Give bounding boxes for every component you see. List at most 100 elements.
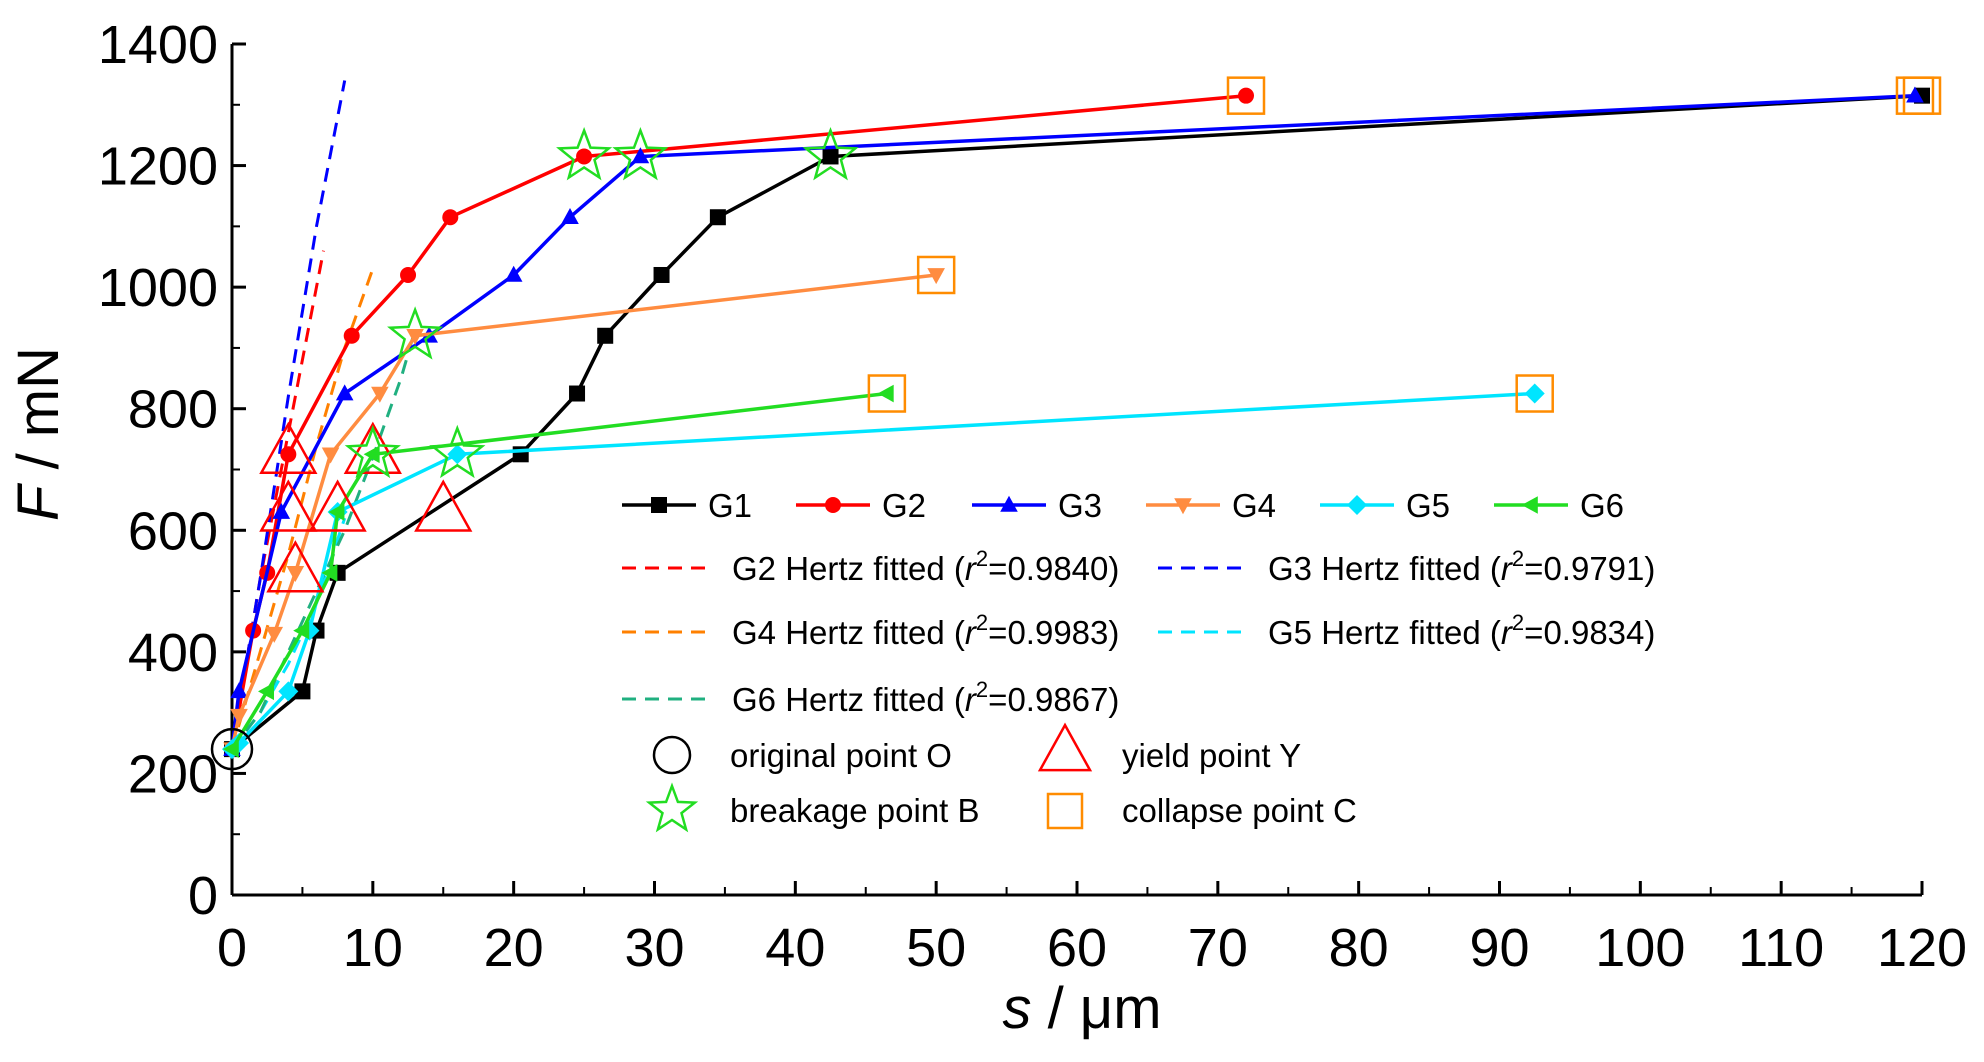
legend-yield-marker: [1037, 722, 1093, 772]
axis-titles: F / mN s / μm: [6, 347, 1162, 1041]
data-point-g1: [709, 209, 726, 226]
fit-equals: =: [988, 681, 1007, 718]
x-tick-label: 100: [1595, 918, 1685, 978]
legend-original-label: original point O: [730, 737, 952, 774]
legend-yield-label: yield point Y: [1122, 737, 1301, 774]
legend-marker-g2: [825, 497, 841, 513]
breakage-point-marker: [802, 126, 859, 181]
x-axis-title: s / μm: [1002, 976, 1161, 1041]
y-tick-label: 1400: [98, 15, 218, 75]
legend-label-g2: G2: [882, 487, 926, 524]
breakage-point-marker: [429, 424, 486, 479]
fit-close: ): [1644, 614, 1655, 651]
x-tick-label: 120: [1877, 918, 1967, 978]
data-point-g3: [272, 502, 291, 519]
fit-r-exponent: 2: [1512, 610, 1524, 635]
fit-close: ): [1644, 550, 1655, 587]
fit-name: G6 Hertz fitted: [732, 681, 945, 718]
legend-collapse-label: collapse point C: [1122, 792, 1357, 829]
fit-r-symbol: r: [965, 550, 978, 587]
x-tick-label: 0: [217, 918, 247, 978]
data-point-g1: [822, 148, 839, 165]
axes: 0 10 20 30 40 50 60 70 80 90 100 110 120020040060080…: [98, 15, 1967, 978]
fit-r2-value: 0.9983: [1007, 614, 1108, 651]
data-point-g3: [631, 147, 650, 164]
x-tick-label: 80: [1329, 918, 1389, 978]
yield-point-marker: [266, 540, 325, 593]
fit-r-symbol: r: [1501, 614, 1514, 651]
data-point-g2: [400, 266, 417, 283]
legend-marker-g5: [1347, 495, 1367, 515]
data-point-g4: [406, 328, 424, 345]
fit-name: G2 Hertz fitted: [732, 550, 945, 587]
fit-open: (: [1481, 614, 1501, 651]
data-point-g3: [1906, 86, 1924, 103]
legend-marker-g6: [1521, 496, 1538, 514]
fit-name: G3 Hertz fitted: [1268, 550, 1481, 587]
data-series: [222, 86, 1930, 760]
fit-open: (: [945, 614, 965, 651]
legend-label-g4: G4: [1232, 487, 1276, 524]
breakage-point-marker: [344, 424, 401, 479]
fit-name: G5 Hertz fitted: [1268, 614, 1481, 651]
collapse-point-marker: [1515, 374, 1554, 413]
data-point-g2: [343, 327, 360, 344]
fit-open: (: [945, 550, 965, 587]
collapse-point-marker: [916, 255, 956, 295]
breakage-point-marker: [387, 306, 444, 360]
data-point-g1: [597, 327, 614, 344]
fit-close: ): [1108, 550, 1119, 587]
data-point-g5: [1524, 383, 1545, 404]
breakage-point-marker: [556, 126, 613, 181]
y-tick-label: 1000: [98, 258, 218, 318]
legend-label-g6: G6: [1580, 487, 1624, 524]
collapse-point-marker: [1902, 76, 1942, 115]
y-tick-label: 600: [128, 501, 218, 561]
y-axis-title: F / mN: [6, 347, 71, 521]
legend-original-marker: [652, 735, 692, 775]
data-point-g6: [293, 621, 310, 640]
data-point-g6: [328, 503, 345, 521]
yield-point-marker: [414, 479, 473, 532]
data-point-g4: [321, 447, 340, 464]
fit-r-symbol: r: [965, 681, 978, 718]
fit-equals: =: [988, 550, 1007, 587]
fit-close: ): [1108, 681, 1119, 718]
data-point-g1: [294, 683, 311, 700]
legend-fit-label: G5 Hertz fitted (r2=0.9834): [1268, 610, 1655, 651]
data-point-g4: [265, 626, 284, 643]
data-point-g4: [286, 566, 305, 583]
data-point-g3: [230, 682, 248, 699]
y-tick-label: 0: [188, 866, 218, 926]
collapse-point-marker: [1226, 76, 1266, 115]
fit-r-symbol: r: [965, 614, 978, 651]
series-line-g2: [230, 93, 1247, 750]
data-point-g3: [561, 208, 579, 225]
data-point-g2: [1238, 87, 1254, 104]
x-tick-label: 40: [765, 918, 825, 978]
data-point-g6: [222, 740, 239, 758]
legend-marker-g4: [1174, 498, 1192, 515]
data-point-g1: [653, 266, 670, 283]
x-axis-variable: s: [1002, 976, 1031, 1041]
fit-r-exponent: 2: [976, 546, 988, 571]
fit-equals: =: [1524, 550, 1543, 587]
data-point-g2: [576, 148, 593, 165]
series-line-g4: [230, 273, 937, 750]
series-line-g1: [230, 93, 1923, 751]
data-point-g2: [442, 209, 459, 226]
legend-fit-label: G4 Hertz fitted (r2=0.9983): [732, 610, 1119, 651]
fit-r-symbol: r: [1501, 550, 1514, 587]
fit-equals: =: [988, 614, 1007, 651]
x-axis-unit: / μm: [1031, 976, 1161, 1041]
fit-name: G4 Hertz fitted: [732, 614, 945, 651]
y-tick-label: 200: [128, 744, 218, 804]
y-tick-label: 800: [128, 380, 218, 440]
data-point-g6: [258, 682, 275, 701]
x-tick-label: 60: [1047, 918, 1107, 978]
y-axis-variable: F: [6, 482, 71, 521]
legend-fit-label: G2 Hertz fitted (r2=0.9840): [732, 546, 1119, 587]
data-point-g6: [877, 384, 894, 403]
